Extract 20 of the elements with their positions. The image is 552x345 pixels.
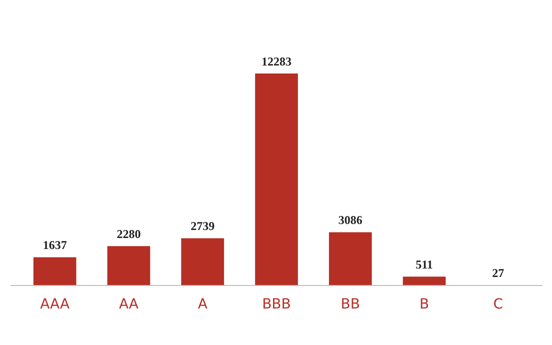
data-label: 27 [492,266,504,280]
data-label: 2739 [190,219,215,234]
x-tick-label: AAA [40,296,70,312]
x-tick-label: B [419,296,430,312]
x-tick-label: C [493,296,504,312]
data-label: 12283 [262,54,292,68]
data-label: 3086 [338,213,362,228]
bar [107,246,150,286]
bar [402,276,446,286]
bar [255,74,298,286]
data-label: 511 [416,258,433,272]
x-tick-label: BB [340,296,360,312]
x-tick-label: BBB [262,296,291,312]
data-label: 2280 [116,227,141,242]
bar [181,238,224,286]
data-label: 1637 [42,238,67,252]
bar [328,232,372,286]
bar [33,257,76,286]
x-tick-label: A [198,296,208,312]
x-tick-label: AA [118,296,139,312]
